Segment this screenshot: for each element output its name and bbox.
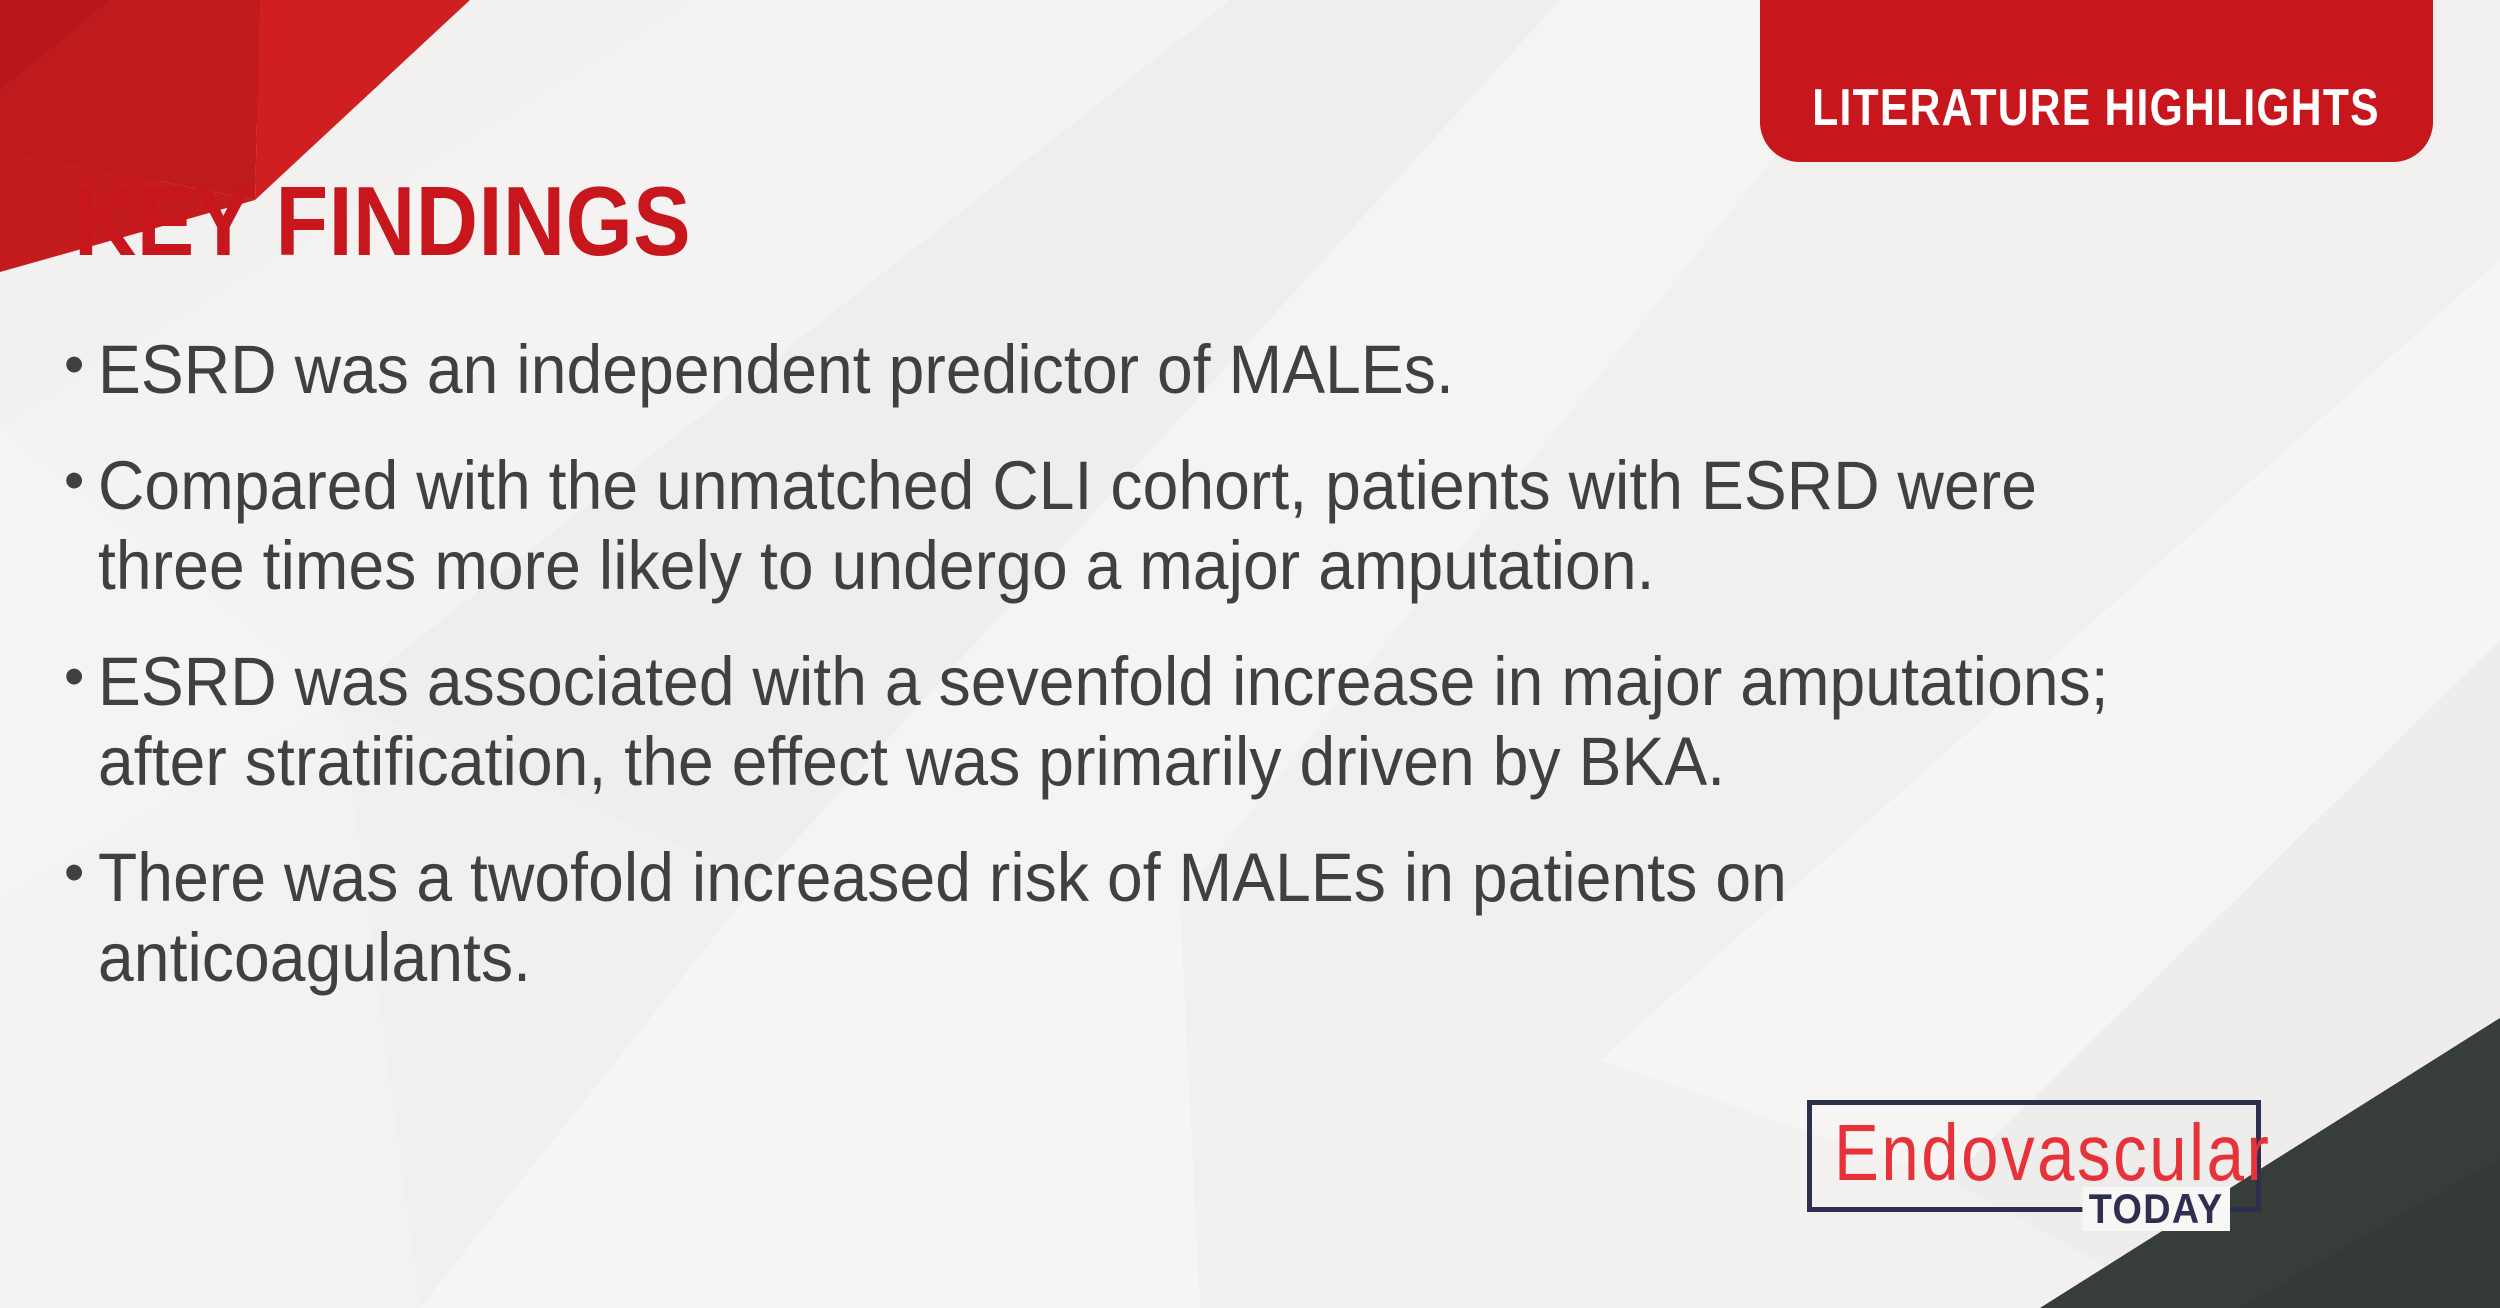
list-item-text: ESRD was an independent predictor of MAL… [98, 330, 2243, 410]
text-line: Compared with the unmatched CLI cohort, … [98, 447, 2038, 525]
list-item: • ESRD was associated with a sevenfold i… [64, 642, 2404, 802]
key-findings-list: • ESRD was an independent predictor of M… [64, 330, 2404, 1034]
logo-today-text: TODAY [2082, 1186, 2230, 1231]
list-item-text: Compared with the unmatched CLI cohort, … [98, 446, 2243, 606]
logo-brand-text: Endovascular [1834, 1108, 2272, 1197]
literature-highlights-badge: LITERATURE HIGHLIGHTS [1760, 0, 2433, 162]
text-line: after stratification, the effect was pri… [98, 723, 1726, 801]
text-line: ESRD was associated with a sevenfold inc… [98, 643, 2109, 721]
text-line: There was a twofold increased risk of MA… [98, 839, 1787, 917]
bottom-right-dark-corner-decoration [2040, 1018, 2500, 1308]
list-item-text: There was a twofold increased risk of MA… [98, 838, 2243, 998]
text-line: ESRD was an independent predictor of MAL… [98, 331, 1454, 408]
text-line: anticoagulants. [98, 919, 532, 997]
list-item-text: ESRD was associated with a sevenfold inc… [98, 642, 2243, 802]
bullet-marker-icon: • [64, 644, 85, 710]
list-item: • ESRD was an independent predictor of M… [64, 330, 2404, 410]
bullet-marker-icon: • [64, 448, 85, 514]
text-line: three times more likely to undergo a maj… [98, 527, 1655, 605]
list-item: • Compared with the unmatched CLI cohort… [64, 446, 2404, 606]
bullet-marker-icon: • [64, 332, 85, 397]
top-left-red-corner-decoration [0, 0, 470, 272]
page-title: KEY FINDINGS [74, 166, 692, 276]
bullet-marker-icon: • [64, 840, 85, 906]
endovascular-today-logo: Endovascular TODAY [1807, 1100, 2269, 1231]
list-item: • There was a twofold increased risk of … [64, 838, 2404, 998]
literature-highlights-label: LITERATURE HIGHLIGHTS [1812, 79, 2381, 137]
